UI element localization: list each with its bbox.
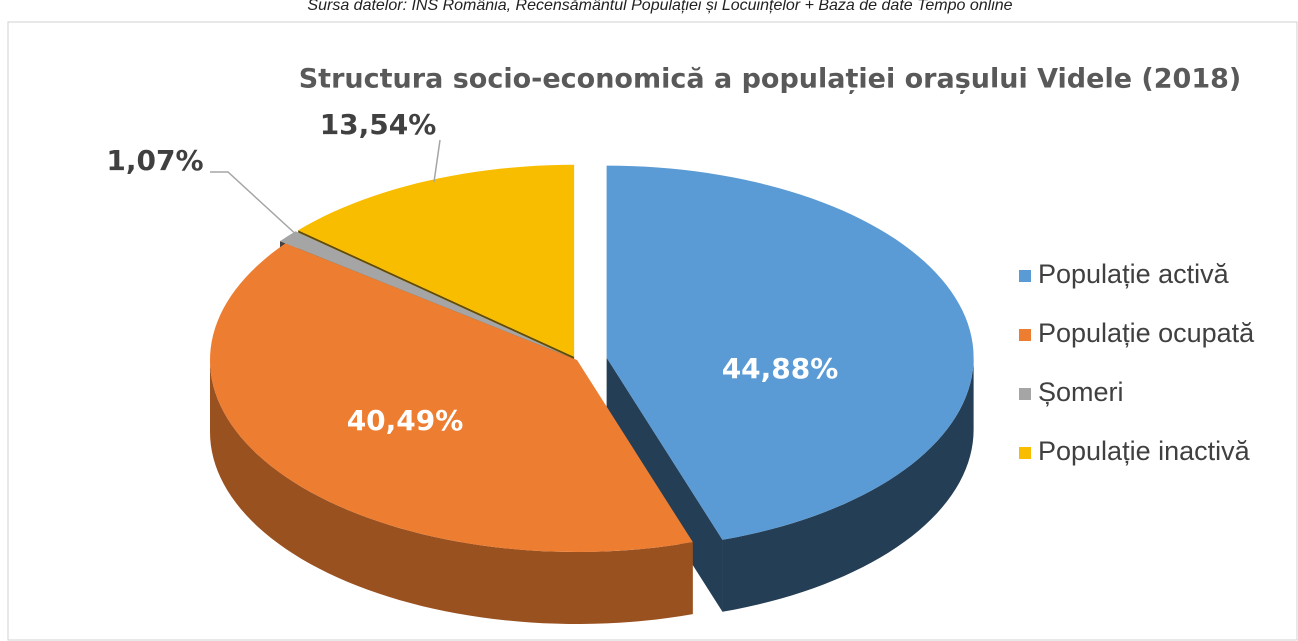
legend-label: Populație activă xyxy=(1038,259,1230,289)
legend-swatch xyxy=(1019,329,1031,341)
legend-swatch xyxy=(1019,270,1031,282)
legend-swatch xyxy=(1019,447,1031,459)
data-label: 44,88% xyxy=(722,352,839,385)
slice-side xyxy=(606,357,723,612)
slice xyxy=(298,164,575,357)
legend-swatch xyxy=(1019,388,1031,400)
leader-line xyxy=(210,171,301,239)
chart-title: Structura socio-economică a populației o… xyxy=(299,64,1242,95)
data-label: 13,54% xyxy=(320,108,437,141)
data-label: 40,49% xyxy=(347,404,464,437)
source-note: Sursa datelor: INS România, Recensământu… xyxy=(307,0,1012,14)
slice xyxy=(606,165,974,540)
slice xyxy=(210,243,693,552)
legend-label: Șomeri xyxy=(1038,377,1124,407)
slice-wall xyxy=(210,360,693,624)
legend-label: Populație ocupată xyxy=(1038,318,1255,348)
leader-line xyxy=(433,139,441,183)
slice xyxy=(280,231,572,358)
slice-wall xyxy=(722,357,974,612)
legend-label: Populație inactivă xyxy=(1038,436,1251,466)
data-label: 1,07% xyxy=(106,144,203,177)
